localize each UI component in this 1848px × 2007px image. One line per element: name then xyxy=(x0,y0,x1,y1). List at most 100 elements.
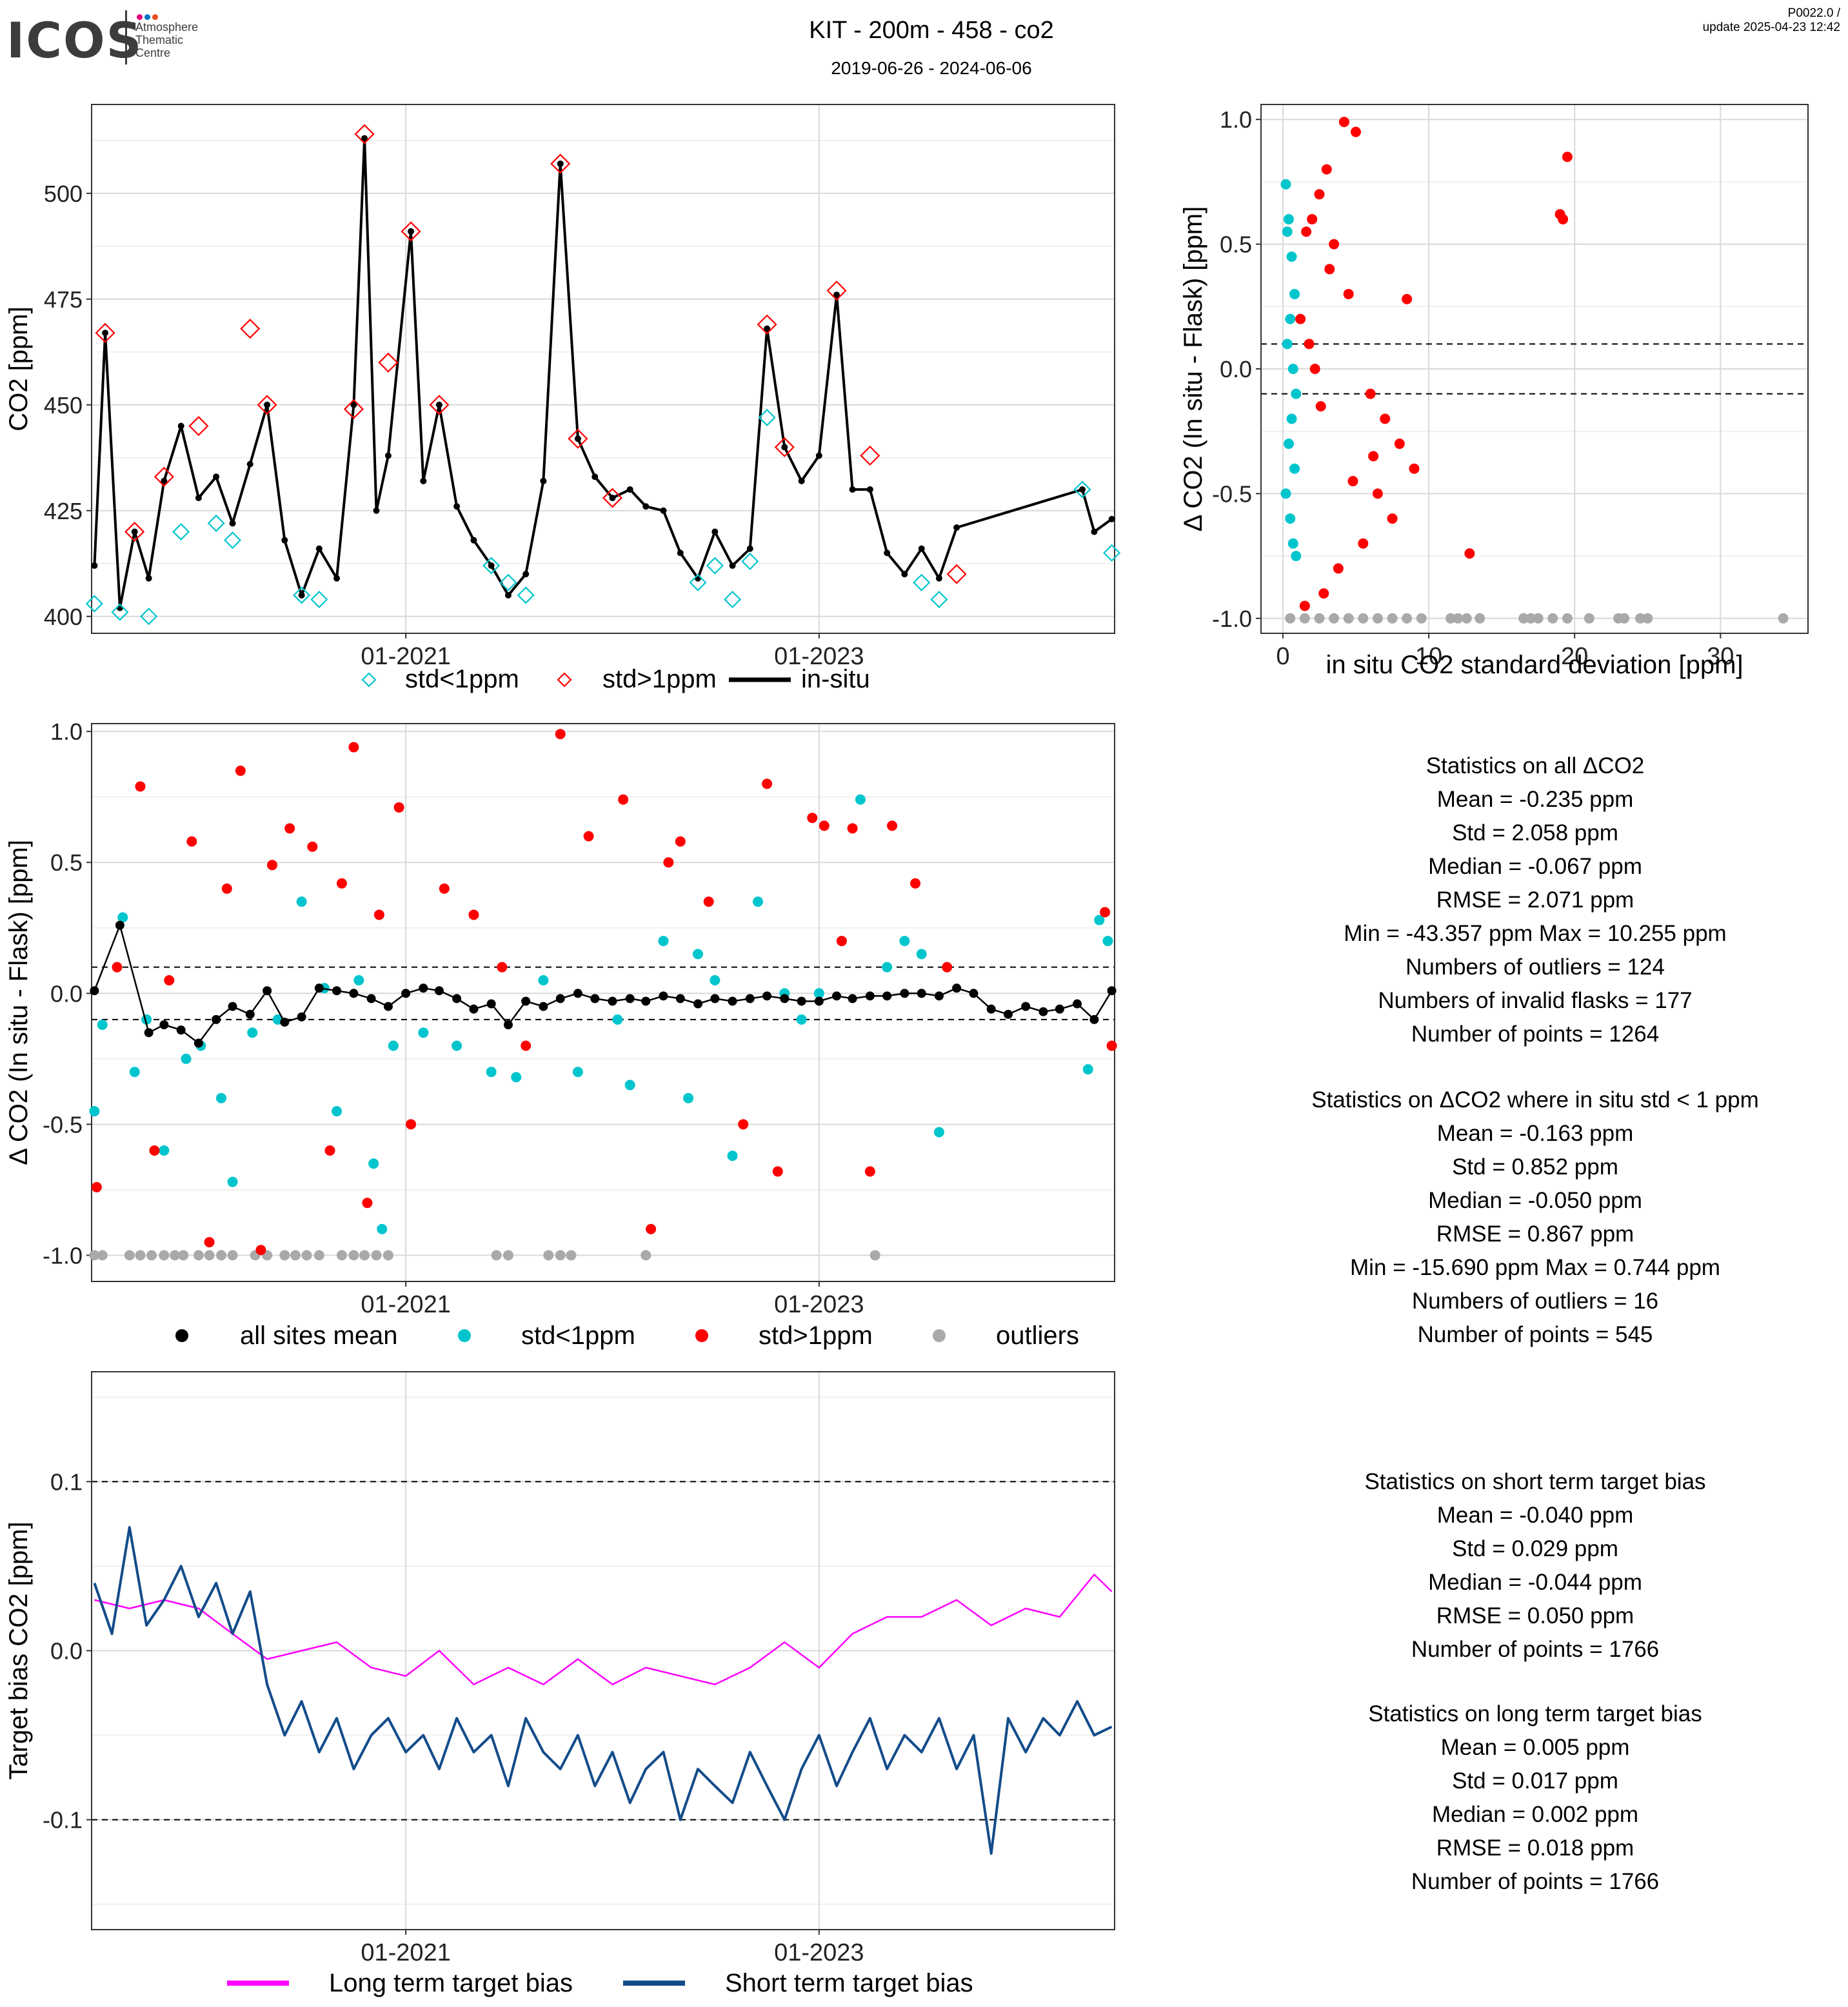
std-high-point xyxy=(1343,288,1354,299)
std-low-diamond xyxy=(758,408,776,426)
all-sites-mean-point xyxy=(1055,1004,1064,1014)
in-situ-point xyxy=(420,477,427,484)
all-sites-mean-point xyxy=(419,984,428,993)
std-low-point xyxy=(1291,551,1302,562)
all-sites-mean-point xyxy=(675,994,685,1004)
stats-line: Mean = -0.163 ppm xyxy=(1436,1121,1634,1146)
outlier-point xyxy=(1445,613,1456,624)
in-situ-point xyxy=(540,477,547,484)
outlier-point xyxy=(543,1250,554,1261)
std-low-diamond xyxy=(207,514,225,532)
std-low-point xyxy=(855,794,866,805)
std-low-diamond xyxy=(499,573,517,591)
std-low-point xyxy=(1289,288,1300,299)
outlier-point xyxy=(1416,613,1427,624)
plot-background xyxy=(92,104,1115,633)
stats-line: Number of points = 1766 xyxy=(1411,1637,1660,1662)
outlier-point xyxy=(1461,613,1472,624)
std-low-point xyxy=(97,1020,108,1031)
outlier-point xyxy=(1778,613,1789,624)
all-sites-mean-point xyxy=(503,1020,513,1030)
stats-line: Numbers of outliers = 124 xyxy=(1406,954,1665,980)
all-sites-mean-point xyxy=(986,1004,996,1014)
outlier-point xyxy=(1475,613,1485,624)
in-situ-point xyxy=(453,503,461,510)
logo-dot xyxy=(137,14,143,20)
outlier-point xyxy=(1387,613,1398,624)
std-high-point xyxy=(703,896,714,907)
outlier-point xyxy=(336,1250,347,1261)
outlier-point xyxy=(301,1250,312,1261)
outlier-point xyxy=(146,1250,157,1261)
std-low-diamond xyxy=(1103,544,1121,562)
outlier-point xyxy=(1372,613,1383,624)
outlier-point xyxy=(1642,613,1653,624)
in-situ-point xyxy=(695,575,702,582)
std-high-point xyxy=(1380,413,1391,424)
in-situ-point xyxy=(504,591,512,598)
std-low-point xyxy=(368,1158,379,1169)
all-sites-mean-point xyxy=(349,989,359,998)
std-high-diamond xyxy=(860,445,880,466)
std-low-point xyxy=(710,974,720,985)
outlier-point xyxy=(89,1250,100,1261)
in-situ-point xyxy=(764,325,771,332)
std-high-point xyxy=(819,820,830,831)
std-low-diamond xyxy=(223,531,242,549)
y-tick-label: 1.0 xyxy=(50,718,83,745)
all-sites-mean-point xyxy=(314,984,324,993)
outlier-point xyxy=(1562,613,1573,624)
y-tick-label: 0.0 xyxy=(50,980,83,1007)
std-low-point xyxy=(658,936,669,947)
in-situ-point xyxy=(901,571,908,578)
x-tick-label: 01-2021 xyxy=(361,643,450,670)
std-high-point xyxy=(362,1198,373,1209)
std-high-point xyxy=(646,1223,657,1234)
stats-line: RMSE = 0.018 ppm xyxy=(1436,1835,1634,1861)
in-situ-point xyxy=(281,537,288,544)
std-low-diamond xyxy=(482,557,501,575)
std-high-point xyxy=(235,766,246,776)
outlier-point xyxy=(359,1250,370,1261)
outlier-point xyxy=(1343,613,1354,624)
stats-line: Median = -0.050 ppm xyxy=(1428,1188,1642,1213)
in-situ-point xyxy=(781,444,788,451)
in-situ-point xyxy=(264,401,271,408)
all-sites-mean-point xyxy=(693,999,703,1009)
in-situ-point xyxy=(177,422,184,430)
outlier-point xyxy=(313,1250,324,1261)
std-low-diamond xyxy=(913,573,931,591)
all-sites-mean-point xyxy=(865,991,875,1001)
std-high-point xyxy=(583,831,594,842)
std-high-point xyxy=(1100,907,1111,918)
std-high-point xyxy=(1315,401,1326,412)
std-low-point xyxy=(1287,538,1298,549)
all-sites-mean-point xyxy=(934,991,944,1001)
std-high-diamond xyxy=(257,395,277,415)
all-sites-mean-point xyxy=(797,996,806,1006)
y-tick-label: -0.5 xyxy=(1212,480,1252,507)
std-high-point xyxy=(336,878,347,889)
in-situ-point xyxy=(660,507,667,514)
outlier-point xyxy=(290,1250,301,1261)
std-high-point xyxy=(406,1119,417,1130)
std-high-point xyxy=(1350,126,1361,137)
std-low-point xyxy=(753,896,764,907)
std-high-point xyxy=(1321,164,1332,175)
outlier-point xyxy=(1634,613,1645,624)
std-high-point xyxy=(663,857,674,868)
std-high-diamond xyxy=(602,488,623,508)
y-tick-label: -1.0 xyxy=(1212,606,1252,632)
outlier-point xyxy=(641,1250,651,1261)
std-high-point xyxy=(1365,388,1376,399)
outlier-point xyxy=(1525,613,1536,624)
std-low-point xyxy=(215,1092,226,1103)
legend-label: in-situ xyxy=(801,665,870,693)
in-situ-point xyxy=(1108,515,1115,522)
std-high-point xyxy=(266,860,277,871)
std-high-point xyxy=(1314,189,1325,200)
stats-line: Statistics on long term target bias xyxy=(1368,1701,1702,1726)
stats-line: Min = -15.690 ppm Max = 0.744 ppm xyxy=(1350,1255,1720,1280)
all-sites-mean-point xyxy=(212,1014,221,1024)
